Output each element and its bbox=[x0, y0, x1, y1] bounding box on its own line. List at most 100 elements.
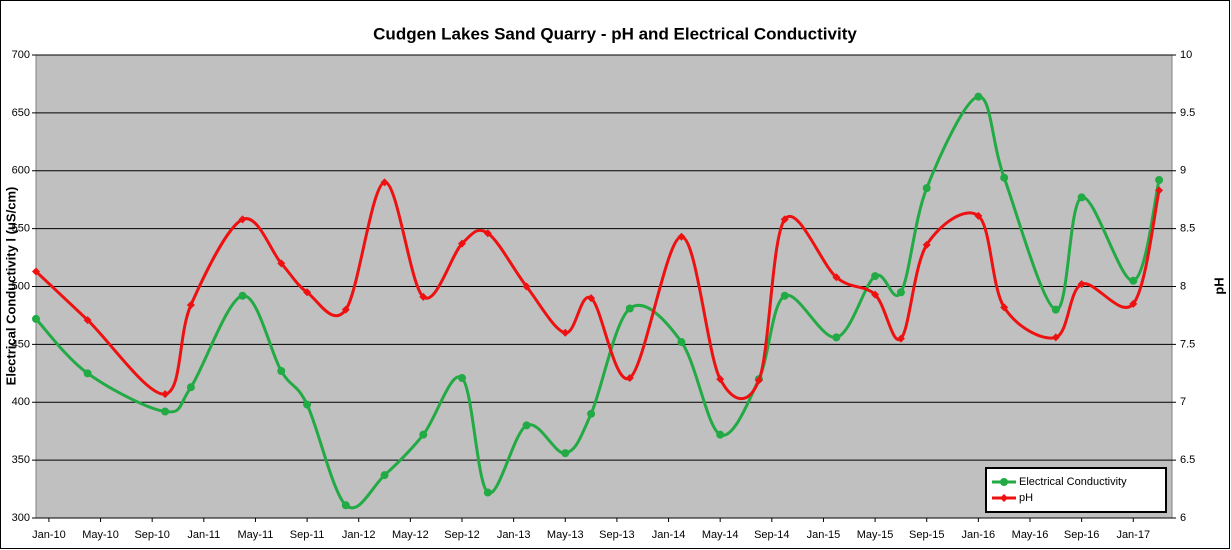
data-point bbox=[896, 288, 905, 297]
data-point bbox=[1077, 193, 1086, 202]
data-point bbox=[341, 501, 350, 510]
x-tick-label: Jan-11 bbox=[187, 529, 220, 541]
x-tick-label: Sep-12 bbox=[444, 529, 479, 541]
data-point bbox=[780, 215, 789, 224]
data-point bbox=[896, 334, 905, 343]
data-point bbox=[83, 369, 92, 378]
legend-label: Electrical Conductivity bbox=[1019, 476, 1127, 488]
x-tick-label: Sep-13 bbox=[599, 529, 634, 541]
data-point bbox=[458, 239, 466, 248]
y2-tick-label: 8.5 bbox=[1180, 223, 1195, 235]
y-tick-label: 450 bbox=[12, 338, 30, 350]
y-axis-label: Electrical Conductivity l (uS/cm) bbox=[3, 187, 18, 386]
data-point bbox=[871, 272, 880, 281]
data-point bbox=[483, 229, 492, 238]
x-tick-label: Jan-14 bbox=[652, 529, 686, 541]
x-tick-label: May-16 bbox=[1012, 529, 1049, 541]
y-tick-label: 300 bbox=[12, 512, 30, 524]
data-point bbox=[716, 430, 725, 439]
data-point bbox=[625, 373, 634, 382]
x-tick-label: Sep-10 bbox=[134, 529, 169, 541]
legend-label: pH bbox=[1019, 492, 1033, 504]
y2-tick-label: 9.5 bbox=[1180, 107, 1195, 119]
x-tick-label: May-10 bbox=[82, 529, 119, 541]
x-tick-label: Sep-16 bbox=[1064, 529, 1099, 541]
data-point bbox=[716, 375, 725, 384]
x-tick-label: Jan-13 bbox=[497, 529, 531, 541]
data-point bbox=[238, 291, 247, 300]
data-point bbox=[871, 290, 880, 299]
data-point bbox=[677, 338, 686, 347]
legend-box bbox=[985, 467, 1167, 513]
data-point bbox=[561, 328, 570, 337]
data-point bbox=[419, 430, 428, 439]
y-tick-label: 350 bbox=[12, 454, 30, 466]
data-point bbox=[677, 232, 686, 241]
data-point bbox=[161, 407, 170, 416]
data-point bbox=[625, 304, 634, 313]
data-point bbox=[1155, 176, 1164, 185]
legend-marker bbox=[1000, 478, 1008, 486]
y-tick-label: 550 bbox=[12, 223, 30, 235]
data-point bbox=[1129, 276, 1138, 285]
x-tick-label: May-13 bbox=[547, 529, 584, 541]
data-point bbox=[32, 314, 40, 323]
chart-title: Cudgen Lakes Sand Quarry - pH and Electr… bbox=[373, 24, 857, 43]
x-tick-label: Jan-16 bbox=[962, 529, 996, 541]
y2-tick-label: 7.5 bbox=[1180, 338, 1195, 350]
x-tick-label: Jan-10 bbox=[32, 529, 66, 541]
data-point bbox=[1129, 299, 1138, 308]
data-point bbox=[380, 178, 389, 187]
y2-tick-label: 9 bbox=[1180, 165, 1186, 177]
data-point bbox=[832, 273, 841, 282]
data-point bbox=[419, 292, 428, 301]
data-point bbox=[522, 282, 531, 291]
data-point bbox=[587, 294, 596, 303]
data-point bbox=[83, 316, 92, 325]
data-point bbox=[303, 288, 312, 297]
y-tick-label: 700 bbox=[12, 49, 30, 61]
x-tick-label: May-14 bbox=[702, 529, 739, 541]
data-point bbox=[974, 211, 983, 220]
data-point bbox=[922, 240, 931, 249]
data-point bbox=[161, 390, 170, 399]
y-tick-label: 650 bbox=[12, 107, 30, 119]
data-point bbox=[922, 184, 931, 193]
data-point bbox=[186, 383, 195, 392]
legend-marker bbox=[1000, 494, 1008, 502]
data-point bbox=[1155, 186, 1164, 195]
data-point bbox=[561, 449, 570, 458]
x-tick-label: Jan-12 bbox=[342, 529, 376, 541]
data-point bbox=[186, 301, 195, 310]
y2-axis-label: pH bbox=[1211, 277, 1226, 294]
x-tick-label: Jan-15 bbox=[807, 529, 841, 541]
y-tick-label: 600 bbox=[12, 165, 30, 177]
data-point bbox=[587, 409, 596, 418]
data-point bbox=[974, 92, 983, 101]
y2-tick-label: 6 bbox=[1180, 512, 1186, 524]
x-tick-label: May-12 bbox=[392, 529, 429, 541]
y2-tick-label: 8 bbox=[1180, 280, 1186, 292]
y-tick-label: 500 bbox=[12, 280, 30, 292]
y2-tick-label: 6.5 bbox=[1180, 454, 1195, 466]
data-point bbox=[303, 400, 312, 409]
data-point bbox=[380, 471, 389, 480]
data-point bbox=[1077, 280, 1086, 289]
data-point bbox=[1051, 305, 1060, 314]
y2-tick-label: 7 bbox=[1180, 396, 1186, 408]
data-point bbox=[32, 267, 40, 276]
data-point bbox=[277, 259, 286, 268]
y2-tick-label: 10 bbox=[1180, 49, 1192, 61]
data-point bbox=[832, 333, 841, 342]
data-point bbox=[780, 291, 789, 300]
x-tick-label: Sep-11 bbox=[290, 529, 325, 541]
data-point bbox=[341, 305, 350, 314]
x-tick-label: May-15 bbox=[857, 529, 894, 541]
data-point bbox=[1000, 173, 1009, 182]
y-tick-label: 400 bbox=[12, 396, 30, 408]
data-point bbox=[522, 421, 531, 430]
x-tick-label: Jan-17 bbox=[1116, 529, 1150, 541]
x-tick-label: May-11 bbox=[238, 529, 274, 541]
